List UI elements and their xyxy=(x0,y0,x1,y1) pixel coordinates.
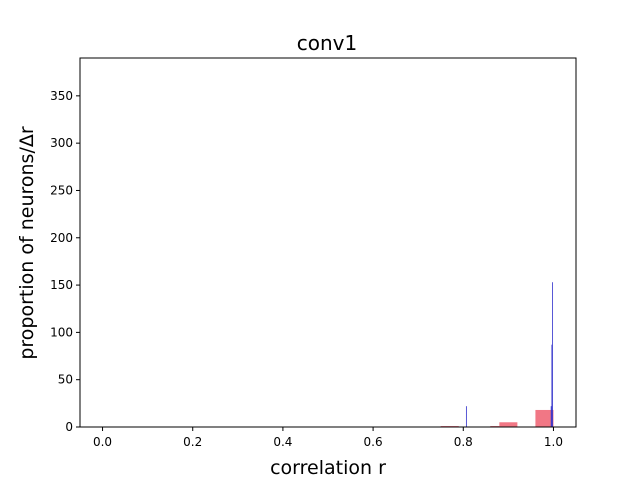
x-tick-label: 0.2 xyxy=(183,435,202,449)
y-tick-label: 100 xyxy=(50,325,73,339)
histogram-bar-s0-3 xyxy=(535,409,554,427)
y-tick-label: 50 xyxy=(58,373,73,387)
histogram-bar-s1-3 xyxy=(552,282,554,427)
bars-group xyxy=(440,282,554,427)
histogram-bar-s1-0 xyxy=(465,406,467,427)
y-axis-title: proportion of neurons/Δr xyxy=(16,126,38,359)
y-tick-label: 200 xyxy=(50,231,73,245)
x-tick-label: 0.6 xyxy=(364,435,383,449)
histogram-bar-s1-1 xyxy=(550,406,552,427)
x-tick-label: 0.4 xyxy=(273,435,292,449)
y-tick-label: 350 xyxy=(50,89,73,103)
histogram-bar-s0-2 xyxy=(499,422,518,427)
x-tick-label: 0.8 xyxy=(454,435,473,449)
x-axis: 0.0 0.2 0.4 0.6 0.8 1.0 xyxy=(93,427,563,449)
y-axis: 0 50 100 150 200 250 300 350 xyxy=(50,89,80,434)
x-tick-label: 0.0 xyxy=(93,435,112,449)
chart-title: conv1 xyxy=(297,31,357,55)
histogram-bar-s1-2 xyxy=(551,344,553,427)
x-axis-title: correlation r xyxy=(270,457,386,479)
y-tick-label: 300 xyxy=(50,136,73,150)
y-tick-label: 250 xyxy=(50,183,73,197)
y-tick-label: 0 xyxy=(65,420,73,434)
y-tick-label: 150 xyxy=(50,278,73,292)
x-tick-label: 1.0 xyxy=(544,435,563,449)
plot-frame xyxy=(79,57,577,428)
